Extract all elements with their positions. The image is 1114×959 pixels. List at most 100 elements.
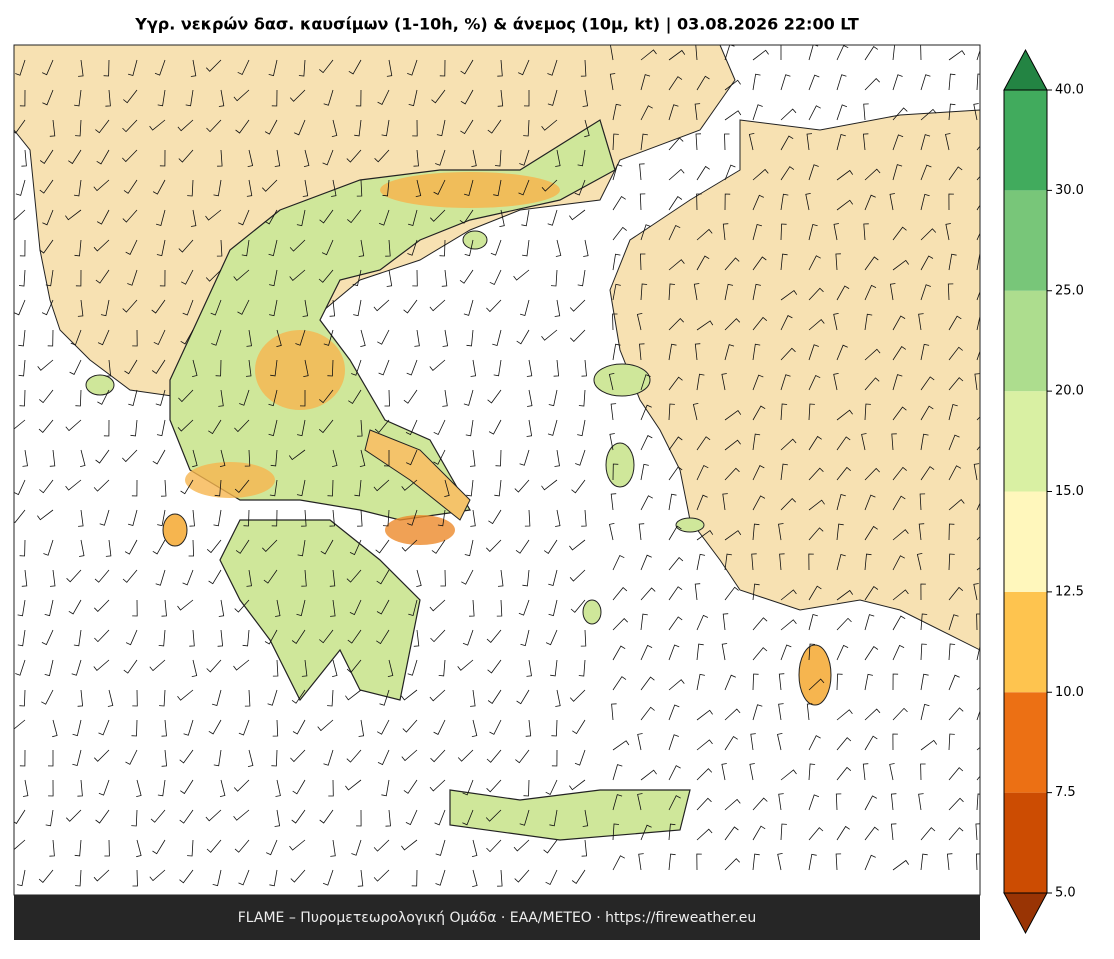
- wind-barb: [319, 209, 334, 224]
- wind-barb: [75, 119, 82, 137]
- wind-barb: [749, 763, 755, 781]
- wind-barb: [433, 179, 446, 195]
- wind-barb: [494, 149, 502, 167]
- wind-barb: [696, 797, 712, 811]
- wind-barb: [438, 659, 446, 677]
- wind-barb: [486, 779, 502, 793]
- wind-barb: [18, 359, 26, 377]
- wind-barb: [413, 149, 419, 167]
- wind-barb: [270, 359, 278, 377]
- wind-barb: [296, 599, 306, 617]
- wind-barb: [668, 795, 681, 811]
- wind-barb: [241, 239, 250, 257]
- wind-barb: [149, 659, 166, 672]
- wind-barb: [105, 359, 112, 377]
- wind-barb: [464, 239, 474, 257]
- wind-barb: [780, 589, 797, 601]
- peloponnese: [219, 519, 421, 702]
- wind-barb: [122, 209, 138, 223]
- island: [605, 442, 635, 488]
- wind-barb: [429, 299, 446, 312]
- wind-barb: [976, 73, 980, 91]
- wind-barb: [320, 539, 334, 555]
- wind-barb: [382, 509, 390, 527]
- wind-barb: [21, 569, 28, 587]
- wind-barb: [611, 703, 617, 721]
- wind-barb: [234, 599, 250, 613]
- wind-barb: [752, 853, 760, 871]
- wind-barb: [693, 283, 700, 301]
- wind-barb: [639, 163, 645, 181]
- wind-barb: [14, 839, 26, 851]
- footer: FLAME – Πυρομετεωρολογική Ομάδα · ΕΑΑ/ME…: [238, 910, 757, 926]
- wind-barb: [177, 689, 194, 701]
- wind-barb: [385, 239, 391, 257]
- wind-barb: [247, 149, 254, 167]
- wind-barb: [612, 618, 628, 631]
- greece-mainland: [169, 119, 616, 521]
- wind-barb: [159, 689, 166, 707]
- wind-barb: [892, 495, 906, 511]
- wind-barb: [98, 779, 110, 796]
- dry-patch: [255, 330, 345, 410]
- wind-barb: [892, 589, 909, 601]
- wind-barb: [441, 269, 448, 287]
- wind-barb: [97, 389, 110, 405]
- wind-barb: [296, 209, 306, 227]
- wind-barb: [608, 373, 615, 391]
- wind-barb: [541, 329, 558, 341]
- wind-barb: [215, 359, 222, 377]
- wind-barb: [640, 769, 657, 781]
- colorbar-tick-label: 25.0: [1055, 283, 1084, 298]
- wind-barb: [948, 403, 958, 421]
- wind-barb: [696, 464, 709, 481]
- wind-barb: [696, 673, 705, 691]
- wind-barb: [780, 644, 792, 661]
- wind-barb: [235, 119, 250, 134]
- wind-barb: [442, 389, 448, 407]
- wind-barb: [19, 89, 26, 107]
- wind-barb: [550, 269, 558, 287]
- wind-barb: [976, 290, 980, 301]
- wind-barb: [836, 709, 853, 721]
- wind-barb: [724, 735, 738, 751]
- wind-barb: [752, 343, 761, 361]
- wind-barb: [547, 209, 558, 226]
- wind-barb: [95, 119, 110, 134]
- wind-barb: [238, 719, 250, 736]
- wind-barb: [295, 329, 306, 346]
- wind-barb: [721, 643, 728, 661]
- wind-barb: [612, 554, 625, 571]
- wind-barb: [128, 389, 138, 407]
- wind-barb: [354, 119, 362, 137]
- wind-barb: [948, 434, 960, 451]
- wind-barb: [331, 179, 337, 197]
- wind-barb: [37, 359, 54, 371]
- island: [593, 363, 651, 397]
- wind-barb: [948, 315, 962, 331]
- wind-barb: [864, 795, 878, 811]
- wind-barb: [469, 449, 476, 467]
- wind-barb: [349, 599, 362, 616]
- wind-barb: [640, 404, 652, 421]
- wind-barb: [892, 466, 907, 481]
- wind-barb: [269, 299, 278, 317]
- wind-barb: [920, 193, 930, 211]
- wind-barb: [152, 539, 166, 555]
- wind-barb: [401, 539, 418, 552]
- wind-barb: [219, 779, 226, 797]
- wind-barb: [808, 614, 818, 631]
- wind-barb: [833, 313, 839, 331]
- wind-barb: [668, 283, 676, 301]
- wind-barb: [514, 479, 530, 493]
- wind-barb: [780, 193, 789, 211]
- wind-barb: [297, 419, 306, 437]
- wind-barb: [780, 166, 795, 181]
- wind-barb: [722, 493, 728, 511]
- wind-barb: [513, 839, 530, 852]
- wind-barb: [569, 689, 586, 702]
- wind-barb: [80, 449, 86, 467]
- wind-barb: [49, 119, 56, 137]
- wind-barb: [694, 103, 701, 121]
- wind-barb: [433, 449, 446, 465]
